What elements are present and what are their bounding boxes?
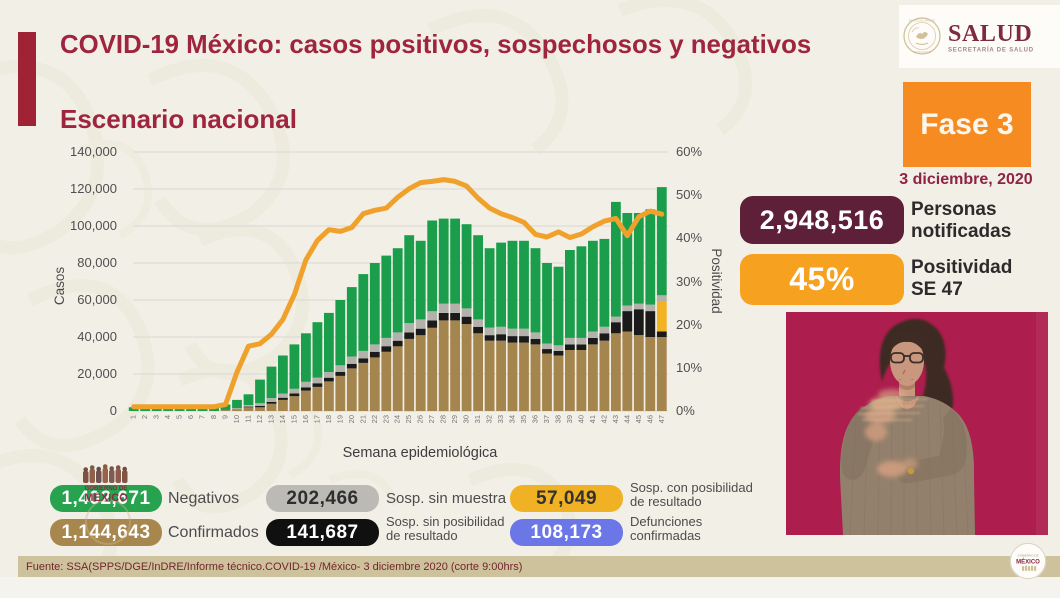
svg-text:7: 7 bbox=[198, 415, 207, 419]
svg-text:2: 2 bbox=[140, 415, 149, 419]
svg-text:40,000: 40,000 bbox=[77, 329, 117, 344]
svg-text:60%: 60% bbox=[676, 144, 702, 159]
svg-text:40: 40 bbox=[576, 415, 585, 423]
svg-text:10: 10 bbox=[232, 415, 241, 423]
svg-text:20%: 20% bbox=[676, 317, 702, 332]
svg-text:36: 36 bbox=[530, 415, 539, 423]
svg-text:14: 14 bbox=[278, 415, 287, 423]
svg-text:4: 4 bbox=[163, 415, 172, 419]
svg-text:ESTADOS UNIDOS: ESTADOS UNIDOS bbox=[909, 19, 936, 23]
svg-text:GOBIERNO DE: GOBIERNO DE bbox=[85, 486, 128, 492]
svg-text:37: 37 bbox=[542, 415, 551, 423]
svg-text:39: 39 bbox=[565, 415, 574, 423]
svg-text:45: 45 bbox=[634, 415, 643, 423]
svg-text:12: 12 bbox=[255, 415, 264, 423]
svg-text:50%: 50% bbox=[676, 187, 702, 202]
svg-text:40%: 40% bbox=[676, 230, 702, 245]
svg-text:3: 3 bbox=[152, 415, 161, 419]
svg-text:0%: 0% bbox=[676, 403, 695, 418]
svg-text:19: 19 bbox=[335, 415, 344, 423]
svg-text:120,000: 120,000 bbox=[70, 181, 117, 196]
svg-text:Semana epidemiológica: Semana epidemiológica bbox=[343, 445, 499, 461]
svg-text:31: 31 bbox=[473, 415, 482, 423]
svg-text:22: 22 bbox=[370, 415, 379, 423]
svg-text:23: 23 bbox=[381, 415, 390, 423]
svg-text:15: 15 bbox=[289, 415, 298, 423]
svg-text:11: 11 bbox=[243, 415, 252, 423]
svg-text:38: 38 bbox=[553, 415, 562, 423]
svg-text:44: 44 bbox=[622, 415, 631, 423]
svg-text:46: 46 bbox=[645, 415, 654, 423]
svg-text:5: 5 bbox=[175, 415, 184, 419]
svg-text:29: 29 bbox=[450, 415, 459, 423]
svg-text:MÉXICO: MÉXICO bbox=[1016, 558, 1040, 566]
svg-text:32: 32 bbox=[485, 415, 494, 423]
svg-text:35: 35 bbox=[519, 415, 528, 423]
svg-text:34: 34 bbox=[507, 415, 516, 423]
svg-text:8: 8 bbox=[209, 415, 218, 419]
svg-text:SALUD: SALUD bbox=[948, 21, 1032, 47]
svg-text:30%: 30% bbox=[676, 274, 702, 289]
svg-text:13: 13 bbox=[266, 415, 275, 423]
svg-text:0: 0 bbox=[110, 403, 117, 418]
svg-text:24: 24 bbox=[393, 415, 402, 423]
svg-text:6: 6 bbox=[186, 415, 195, 419]
svg-text:140,000: 140,000 bbox=[70, 144, 117, 159]
svg-text:60,000: 60,000 bbox=[77, 292, 117, 307]
svg-text:16: 16 bbox=[301, 415, 310, 423]
svg-text:30: 30 bbox=[462, 415, 471, 423]
svg-text:100,000: 100,000 bbox=[70, 218, 117, 233]
svg-text:9: 9 bbox=[220, 415, 229, 419]
svg-text:Casos: Casos bbox=[52, 267, 67, 306]
svg-text:25: 25 bbox=[404, 415, 413, 423]
svg-text:26: 26 bbox=[416, 415, 425, 423]
svg-text:28: 28 bbox=[439, 415, 448, 423]
svg-text:MÉXICO: MÉXICO bbox=[84, 491, 128, 504]
svg-text:43: 43 bbox=[611, 415, 620, 423]
svg-text:41: 41 bbox=[588, 415, 597, 423]
svg-text:27: 27 bbox=[427, 415, 436, 423]
svg-text:17: 17 bbox=[312, 415, 321, 423]
svg-text:20: 20 bbox=[347, 415, 356, 423]
svg-text:21: 21 bbox=[358, 415, 367, 423]
svg-text:42: 42 bbox=[599, 415, 608, 423]
svg-text:1: 1 bbox=[129, 415, 138, 419]
svg-text:80,000: 80,000 bbox=[77, 255, 117, 270]
svg-text:GOBIERNO DE: GOBIERNO DE bbox=[1017, 554, 1038, 558]
svg-text:33: 33 bbox=[496, 415, 505, 423]
svg-text:10%: 10% bbox=[676, 360, 702, 375]
svg-text:SECRETARÍA DE SALUD: SECRETARÍA DE SALUD bbox=[948, 46, 1034, 54]
svg-text:47: 47 bbox=[657, 415, 666, 423]
svg-text:18: 18 bbox=[324, 415, 333, 423]
svg-text:MEXICANOS: MEXICANOS bbox=[913, 50, 931, 54]
svg-text:Positividad: Positividad bbox=[709, 248, 724, 313]
svg-text:20,000: 20,000 bbox=[77, 366, 117, 381]
